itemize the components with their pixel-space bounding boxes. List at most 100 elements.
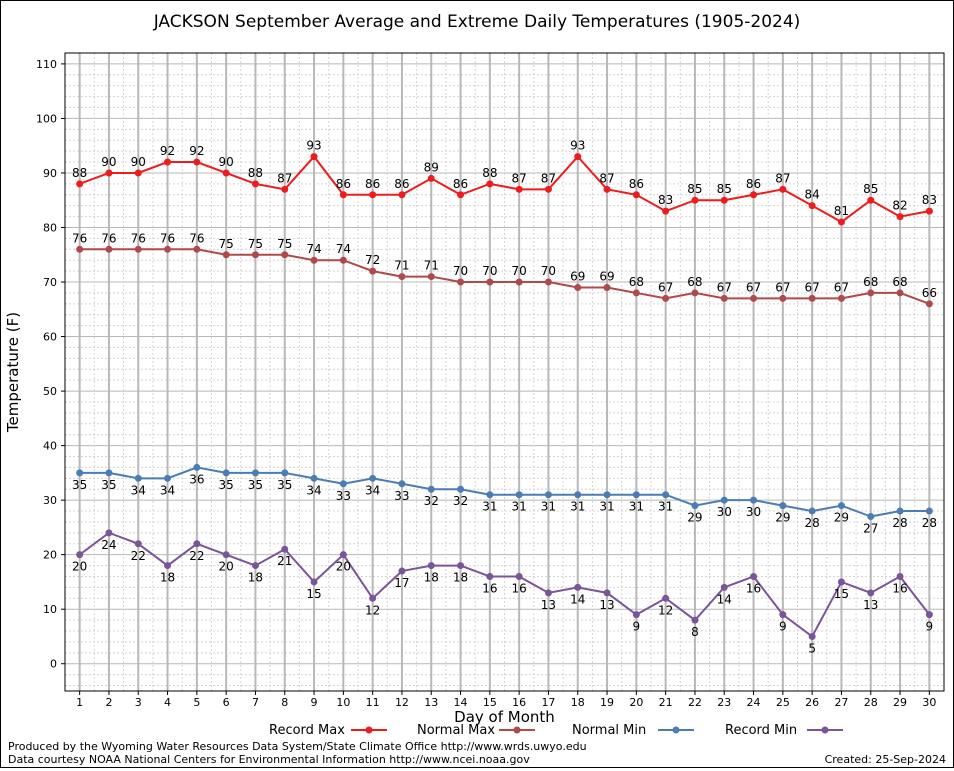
data-label: 68	[892, 275, 907, 289]
data-point	[544, 185, 552, 193]
data-point	[251, 251, 259, 259]
y-tick-label: 30	[43, 494, 57, 507]
data-label: 87	[599, 171, 614, 185]
data-label: 70	[512, 264, 527, 278]
data-point	[164, 158, 172, 166]
data-point	[310, 256, 318, 264]
x-tick-label: 2	[105, 696, 112, 709]
data-label: 86	[746, 177, 761, 191]
x-tick-label: 9	[311, 696, 318, 709]
data-point	[720, 496, 728, 504]
legend-marker	[672, 726, 680, 734]
data-label: 12	[658, 603, 673, 617]
x-tick-label: 14	[454, 696, 468, 709]
footer-courtesy: Data courtesy NOAA National Centers for …	[8, 753, 530, 766]
data-point	[457, 278, 465, 286]
data-label: 35	[248, 478, 263, 492]
data-point	[779, 502, 787, 510]
data-label: 15	[306, 587, 321, 601]
data-point	[193, 463, 201, 471]
data-label: 76	[189, 231, 204, 245]
data-label: 14	[570, 592, 585, 606]
data-point	[222, 551, 230, 559]
legend-marker	[821, 726, 829, 734]
data-label: 86	[365, 177, 380, 191]
data-point	[808, 507, 816, 515]
data-point	[486, 572, 494, 580]
data-point	[603, 491, 611, 499]
data-label: 75	[248, 237, 263, 251]
data-point	[691, 616, 699, 624]
data-label: 89	[424, 160, 439, 174]
x-tick-label: 16	[512, 696, 526, 709]
data-point	[251, 469, 259, 477]
data-label: 30	[717, 505, 732, 519]
data-point	[662, 294, 670, 302]
data-label: 29	[834, 511, 849, 525]
data-label: 35	[219, 478, 234, 492]
data-label: 24	[101, 538, 116, 552]
data-point	[105, 469, 113, 477]
data-point	[427, 174, 435, 182]
x-tick-label: 1	[76, 696, 83, 709]
legend-label: Record Min	[725, 723, 797, 738]
series-line	[79, 466, 930, 518]
data-label: 29	[775, 511, 790, 525]
x-tick-label: 7	[252, 696, 259, 709]
data-point	[750, 496, 758, 504]
data-label: 22	[131, 549, 146, 563]
x-tick-label: 25	[776, 696, 790, 709]
data-point	[544, 278, 552, 286]
data-point	[632, 191, 640, 199]
data-point	[691, 289, 699, 297]
data-point	[691, 502, 699, 510]
data-label: 13	[599, 598, 614, 612]
data-point	[662, 207, 670, 215]
data-point	[896, 572, 904, 580]
data-label: 87	[541, 171, 556, 185]
legend-label: Normal Min	[572, 723, 646, 738]
data-label: 67	[658, 280, 673, 294]
data-label: 31	[512, 500, 527, 514]
x-tick-label: 15	[483, 696, 497, 709]
data-label: 86	[629, 177, 644, 191]
data-label: 85	[863, 182, 878, 196]
x-tick-label: 6	[223, 696, 230, 709]
data-label: 83	[658, 193, 673, 207]
data-label: 93	[570, 139, 585, 153]
data-point	[896, 289, 904, 297]
data-point	[369, 474, 377, 482]
legend-label: Normal Max	[417, 723, 495, 738]
data-label: 71	[394, 259, 409, 273]
data-point	[603, 185, 611, 193]
data-label: 88	[72, 166, 87, 180]
data-label: 75	[277, 237, 292, 251]
x-tick-label: 19	[600, 696, 614, 709]
y-tick-label: 40	[43, 440, 57, 453]
data-point	[837, 218, 845, 226]
data-label: 90	[219, 155, 234, 169]
x-tick-label: 18	[571, 696, 585, 709]
y-tick-label: 50	[43, 385, 57, 398]
data-point	[779, 611, 787, 619]
data-label: 20	[72, 560, 87, 574]
data-label: 28	[805, 516, 820, 530]
data-label: 34	[160, 483, 175, 497]
data-point	[720, 196, 728, 204]
data-label: 70	[482, 264, 497, 278]
data-label: 18	[160, 571, 175, 585]
data-label: 32	[424, 494, 439, 508]
data-point	[896, 213, 904, 221]
data-label: 90	[131, 155, 146, 169]
data-point	[779, 185, 787, 193]
data-label: 69	[570, 269, 585, 283]
x-tick-label: 29	[893, 696, 907, 709]
data-point	[662, 594, 670, 602]
data-point	[427, 273, 435, 281]
data-label: 66	[922, 286, 937, 300]
data-label: 76	[160, 231, 175, 245]
data-label: 85	[687, 182, 702, 196]
data-point	[603, 283, 611, 291]
x-tick-label: 27	[834, 696, 848, 709]
